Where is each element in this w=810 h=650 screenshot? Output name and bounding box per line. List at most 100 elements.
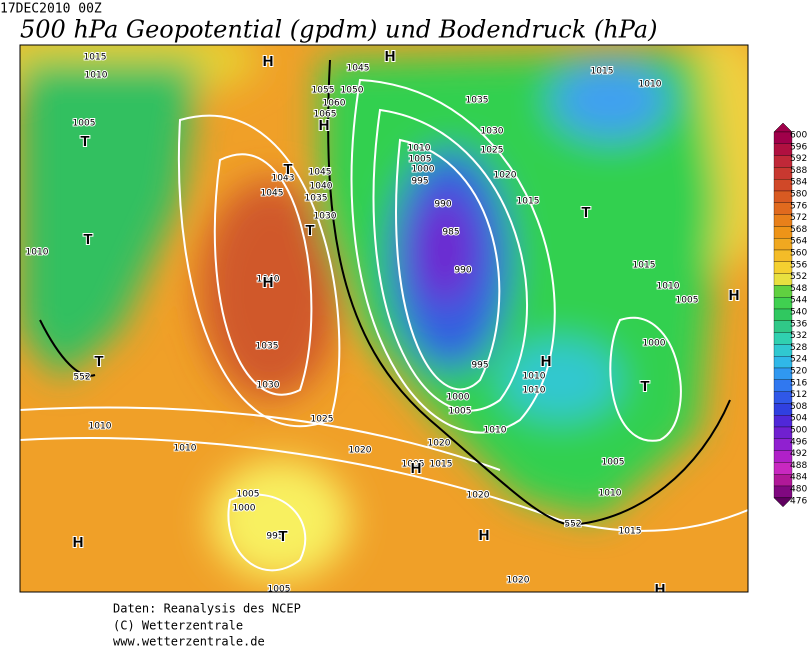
colorbar-label: 480 — [790, 485, 807, 495]
pressure-label: 1015 — [591, 67, 614, 77]
pressure-label: 1000 — [447, 393, 470, 403]
pressure-label: 1005 — [268, 585, 291, 595]
pressure-label: 1015 — [517, 197, 540, 207]
pressure-center: H — [319, 117, 330, 134]
pressure-label: 985 — [442, 228, 459, 238]
pressure-center: H — [729, 287, 740, 304]
pressure-label: 1005 — [237, 490, 260, 500]
colorbar-label: 548 — [790, 284, 807, 294]
pressure-label: 1005 — [602, 458, 625, 468]
pressure-label: 1025 — [311, 415, 334, 425]
colorbar-label: 544 — [790, 296, 807, 306]
pressure-label: 990 — [434, 200, 451, 210]
pressure-label: 1030 — [481, 127, 504, 137]
pressure-center: H — [263, 53, 274, 70]
pressure-label: 1015 — [430, 460, 453, 470]
colorbar-label: 572 — [790, 213, 807, 223]
pressure-label: 1010 — [657, 282, 680, 292]
pressure-label: 1055 — [312, 86, 335, 96]
pressure-label: 995 — [471, 361, 488, 371]
pressure-label: 1000 — [233, 504, 256, 514]
colorbar-label: 588 — [790, 166, 807, 176]
pressure-label: 1035 — [466, 96, 489, 106]
pressure-center: T — [283, 161, 292, 178]
pressure-label: 1005 — [676, 296, 699, 306]
pressure-label: 1045 — [309, 168, 332, 178]
map-frame — [19, 44, 749, 593]
date: 17DEC2010 00Z — [0, 2, 102, 17]
pressure-label: 1010 — [523, 372, 546, 382]
pressure-label: 1010 — [89, 422, 112, 432]
pressure-label: 1005 — [402, 460, 425, 470]
colorbar-label: 512 — [790, 390, 807, 400]
colorbar-label: 508 — [790, 402, 807, 412]
pressure-center: H — [263, 274, 274, 291]
title: 500 hPa Geopotential (gpdm) und Bodendru… — [20, 16, 657, 44]
pressure-label: 552 — [73, 373, 90, 383]
pressure-label: 1020 — [467, 491, 490, 501]
isobars — [20, 78, 748, 572]
pressure-label: 1015 — [619, 527, 642, 537]
colorbar-label: 592 — [790, 154, 807, 164]
pressure-label: 1010 — [26, 248, 49, 258]
colorbar-label: 568 — [790, 225, 807, 235]
pressure-center: H — [73, 534, 84, 551]
pressure-label: 1010 — [174, 444, 197, 454]
pressure-label: 1010 — [484, 426, 507, 436]
pressure-label: 1035 — [256, 342, 279, 352]
colorbar-label: 556 — [790, 260, 807, 270]
colorbar-label: 476 — [790, 496, 807, 506]
pressure-label: 1030 — [314, 212, 337, 222]
colorbar-label: 528 — [790, 343, 807, 353]
pressure-center: T — [581, 204, 590, 221]
colorbar-label: 536 — [790, 319, 807, 329]
pressure-label: 1010 — [85, 71, 108, 81]
pressure-center: T — [305, 222, 314, 239]
pressure-center: T — [94, 353, 103, 370]
colorbar-label: 504 — [790, 414, 807, 424]
colorbar-label: 532 — [790, 331, 807, 341]
pressure-center: T — [640, 378, 649, 395]
pressure-center: H — [655, 581, 666, 598]
pressure-label: 995 — [411, 177, 428, 187]
colorbar-label: 560 — [790, 249, 807, 259]
footer-line: www.wetterzentrale.de — [113, 635, 265, 647]
pressure-center: H — [385, 48, 396, 65]
colorbar-label: 600 — [790, 131, 807, 141]
pressure-center: H — [411, 460, 422, 477]
colorbar-label: 484 — [790, 473, 807, 483]
pressure-label: 1045 — [261, 189, 284, 199]
pressure-label: 1020 — [349, 446, 372, 456]
pressure-label: 1010 — [408, 144, 431, 154]
colorbar-label: 596 — [790, 142, 807, 152]
pressure-label: 990 — [454, 266, 471, 276]
footer-line: Daten: Reanalysis des NCEP — [113, 602, 301, 616]
colorbar-arrow — [773, 497, 793, 508]
pressure-center: T — [278, 528, 287, 545]
pressure-label: 1010 — [639, 80, 662, 90]
pressure-label: 1010 — [599, 489, 622, 499]
colorbar-label: 492 — [790, 449, 807, 459]
footer-line: (C) Wetterzentrale — [113, 619, 243, 633]
colorbar-label: 496 — [790, 437, 807, 447]
pressure-label: 1000 — [643, 339, 666, 349]
colorbar-label: 580 — [790, 190, 807, 200]
pressure-label: 1060 — [323, 99, 346, 109]
colorbar-label: 500 — [790, 426, 807, 436]
pressure-label: 1005 — [449, 407, 472, 417]
pressure-label: 1020 — [428, 439, 451, 449]
colorbar-label: 584 — [790, 178, 807, 188]
pressure-label: 1005 — [409, 155, 432, 165]
colorbar-label: 516 — [790, 378, 807, 388]
colorbar-label: 552 — [790, 272, 807, 282]
pressure-label: 1050 — [341, 86, 364, 96]
colorbar-label: 520 — [790, 367, 807, 377]
pressure-label: 1020 — [494, 171, 517, 181]
pressure-label: 1040 — [257, 275, 280, 285]
colorbar-label: 524 — [790, 355, 807, 365]
pressure-label: 1030 — [257, 381, 280, 391]
